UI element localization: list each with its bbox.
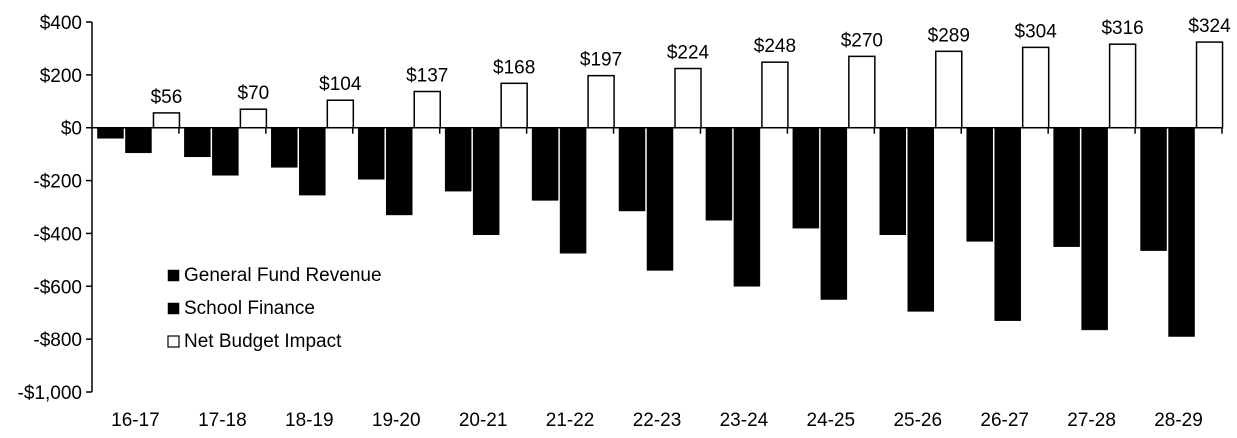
bar-net-budget-impact bbox=[413, 90, 441, 129]
data-label: $248 bbox=[754, 36, 796, 57]
data-label: $56 bbox=[151, 87, 183, 108]
y-tick-label: -$200 bbox=[33, 172, 82, 193]
bar-school-finance bbox=[1168, 127, 1195, 337]
legend-label: General Fund Revenue bbox=[184, 265, 382, 286]
y-tick-label: -$600 bbox=[33, 277, 82, 298]
legend-label: Net Budget Impact bbox=[184, 331, 342, 352]
bar-school-finance bbox=[646, 127, 674, 271]
bars bbox=[97, 41, 1224, 337]
y-axis: $400 $200 $0 -$200 -$400 -$600 -$800 -$1,000 bbox=[18, 13, 93, 404]
bar-net-budget-impact bbox=[326, 99, 355, 129]
bar-net-budget-impact bbox=[587, 74, 615, 129]
legend-label: School Finance bbox=[184, 298, 315, 319]
x-category-label: 20-21 bbox=[459, 410, 508, 431]
bar-net-budget-impact bbox=[848, 55, 876, 129]
data-label: $289 bbox=[928, 25, 970, 46]
bar-general-fund-revenue bbox=[1140, 127, 1167, 251]
bar-net-budget-impact bbox=[1195, 41, 1224, 129]
x-category-label: 21-22 bbox=[546, 410, 595, 431]
bar-net-budget-impact bbox=[1021, 46, 1050, 129]
x-category-label: 17-18 bbox=[198, 410, 247, 431]
bar-net-budget-impact bbox=[1108, 43, 1137, 129]
bar-general-fund-revenue bbox=[357, 127, 385, 180]
bar-general-fund-revenue bbox=[271, 127, 298, 168]
data-label: $316 bbox=[1101, 18, 1143, 39]
bar-general-fund-revenue bbox=[1053, 127, 1080, 247]
legend-swatch bbox=[167, 269, 180, 282]
data-label: $168 bbox=[493, 57, 535, 78]
x-category-label: 24-25 bbox=[807, 410, 856, 431]
y-tick-label: $0 bbox=[61, 119, 82, 140]
y-tick-label: $200 bbox=[40, 66, 82, 87]
data-label: $324 bbox=[1188, 16, 1231, 37]
y-tick-label: -$800 bbox=[33, 330, 82, 351]
bar-general-fund-revenue bbox=[531, 127, 559, 201]
bar-general-fund-revenue bbox=[618, 127, 646, 212]
x-category-label: 23-24 bbox=[720, 410, 769, 431]
bar-school-finance bbox=[299, 127, 326, 196]
data-label: $270 bbox=[841, 30, 883, 51]
data-label: $224 bbox=[667, 43, 710, 64]
bar-net-budget-impact bbox=[674, 67, 702, 129]
x-category-label: 25-26 bbox=[893, 410, 942, 431]
bar-general-fund-revenue bbox=[792, 127, 820, 229]
bar-school-finance bbox=[472, 127, 500, 235]
x-category-label: 26-27 bbox=[980, 410, 1029, 431]
bar-school-finance bbox=[125, 127, 152, 154]
y-tick-label: $400 bbox=[40, 13, 82, 34]
data-label: $70 bbox=[238, 83, 270, 104]
bar-net-budget-impact bbox=[239, 108, 268, 129]
x-category-label: 22-23 bbox=[633, 410, 682, 431]
x-category-label: 27-28 bbox=[1067, 410, 1116, 431]
bar-general-fund-revenue bbox=[184, 127, 211, 158]
data-label: $197 bbox=[580, 50, 622, 71]
bar-school-finance bbox=[907, 127, 935, 312]
bar-net-budget-impact bbox=[761, 61, 789, 129]
bar-school-finance bbox=[733, 127, 761, 287]
bar-general-fund-revenue bbox=[97, 127, 124, 139]
x-category-label: 28-29 bbox=[1154, 410, 1203, 431]
bar-school-finance bbox=[1081, 127, 1108, 331]
bar-general-fund-revenue bbox=[966, 127, 993, 242]
bar-school-finance bbox=[385, 127, 413, 216]
data-labels: $56 $70 $104 $137 $168 $197 $224 $248 $270 $289 $3… bbox=[151, 16, 1231, 108]
bar-general-fund-revenue bbox=[879, 127, 907, 235]
y-tick-label: -$400 bbox=[33, 224, 82, 245]
x-axis: 16-17 17-18 18-19 19-20 20-21 21-22 22-23 23-24… bbox=[92, 126, 1223, 431]
x-category-label: 18-19 bbox=[285, 410, 334, 431]
bar-school-finance bbox=[820, 127, 848, 300]
bar-general-fund-revenue bbox=[705, 127, 733, 221]
data-label: $104 bbox=[319, 74, 362, 95]
bar-net-budget-impact bbox=[500, 82, 528, 129]
bar-net-budget-impact bbox=[935, 50, 963, 129]
data-label: $137 bbox=[406, 66, 448, 87]
legend: General Fund Revenue School Finance Net Bu… bbox=[167, 265, 382, 352]
bar-school-finance bbox=[212, 127, 239, 176]
data-label: $304 bbox=[1015, 21, 1058, 42]
bar-school-finance bbox=[559, 127, 587, 254]
x-category-label: 19-20 bbox=[372, 410, 421, 431]
bar-general-fund-revenue bbox=[444, 127, 472, 192]
x-category-label: 16-17 bbox=[111, 410, 160, 431]
bar-net-budget-impact bbox=[152, 112, 181, 129]
legend-swatch bbox=[167, 335, 180, 348]
y-tick-label: -$1,000 bbox=[18, 383, 82, 404]
bar-school-finance bbox=[994, 127, 1021, 321]
legend-swatch bbox=[167, 302, 180, 315]
